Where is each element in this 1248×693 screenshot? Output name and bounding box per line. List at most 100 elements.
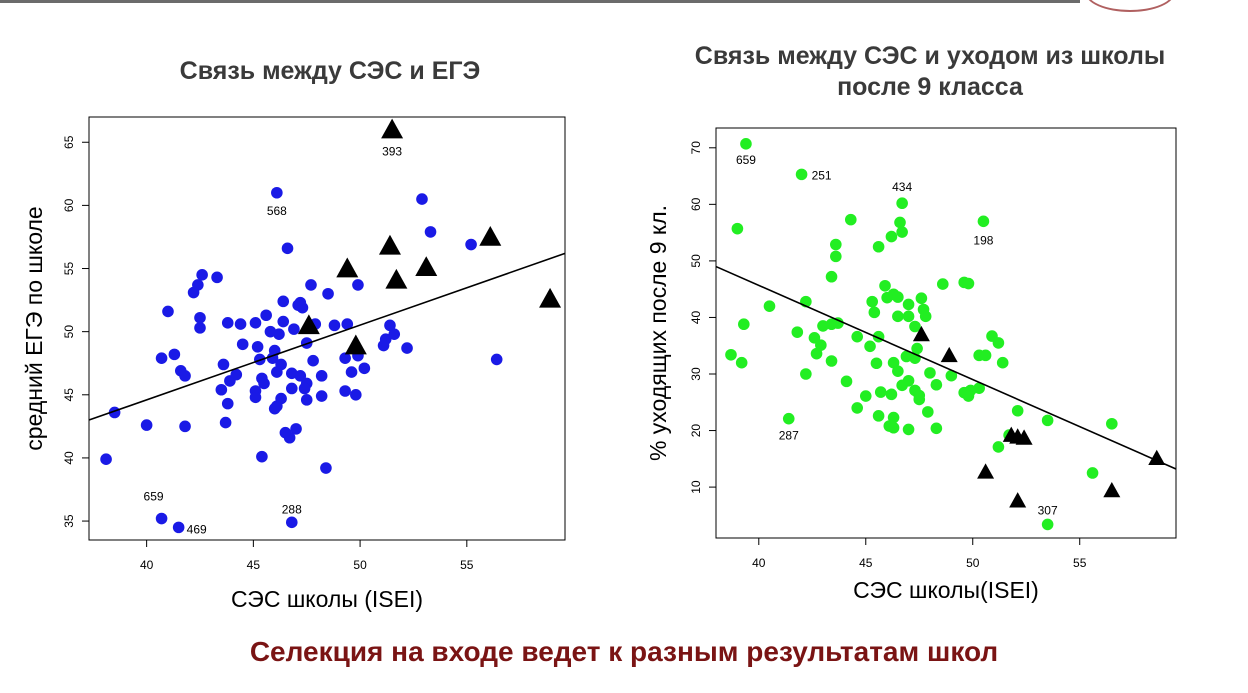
data-point (874, 386, 887, 398)
point-label: 307 (1038, 503, 1058, 517)
data-point (740, 138, 752, 150)
data-point (919, 310, 932, 323)
data-point (328, 319, 341, 332)
regression-line-right (715, 265, 1177, 470)
data-point (872, 410, 885, 422)
x-tick-label: 50 (966, 556, 980, 570)
data-point (315, 370, 328, 382)
data-point-triangle (1103, 481, 1121, 498)
data-point-triangle (297, 314, 320, 335)
data-point-triangle (381, 118, 404, 139)
chart-title-right: Связь между СЭС и уходом из школы после … (694, 42, 1166, 101)
plot-frame-left (88, 116, 566, 541)
data-point (866, 295, 878, 308)
data-point (256, 450, 268, 463)
data-point-triangle (1148, 449, 1166, 466)
data-point (358, 362, 371, 375)
data-point (782, 412, 795, 425)
data-point (731, 222, 744, 235)
data-point (1041, 518, 1054, 531)
data-point (307, 354, 319, 367)
y-tick-label: 50 (62, 325, 76, 339)
data-point (258, 377, 270, 390)
regression-line-left (88, 252, 566, 421)
data-point-triangle (385, 268, 408, 289)
data-point (194, 311, 206, 324)
data-point (885, 388, 898, 401)
data-point (840, 375, 853, 388)
data-point (196, 269, 208, 281)
data-point (885, 230, 898, 243)
data-point-triangle (539, 287, 562, 308)
data-point (179, 420, 191, 433)
data-point (930, 422, 943, 435)
y-tick-label: 65 (62, 135, 76, 149)
point-label: 659 (736, 153, 756, 167)
data-point (962, 277, 975, 290)
x-tick-label: 40 (752, 556, 766, 570)
data-point (140, 419, 153, 431)
data-point (1086, 467, 1099, 479)
data-point-triangle (940, 346, 958, 363)
data-point (851, 402, 864, 414)
data-point (800, 368, 812, 380)
data-point (795, 168, 808, 181)
point-label: 659 (144, 490, 164, 504)
data-point (902, 374, 915, 387)
data-point (962, 390, 975, 402)
data-point (945, 369, 958, 382)
data-point-triangle (415, 256, 438, 277)
data-point (911, 342, 923, 355)
x-tick-label: 55 (460, 558, 474, 572)
data-point (738, 318, 750, 331)
data-point-triangle (479, 225, 502, 246)
x-tick-label: 40 (140, 558, 154, 572)
data-point (851, 330, 864, 343)
y-tick-label: 60 (689, 197, 703, 211)
x-axis-label-left: СЭС школы (ISEI) (231, 586, 423, 612)
data-point (281, 242, 294, 255)
x-axis-label-right: СЭС школы(ISEI) (853, 577, 1039, 603)
point-label: 469 (187, 522, 207, 536)
data-point (315, 390, 328, 402)
data-point (810, 347, 823, 360)
data-point-triangle (912, 325, 930, 342)
y-tick-label: 70 (689, 141, 703, 155)
point-label: 287 (779, 429, 799, 443)
data-point (215, 383, 228, 396)
data-point (288, 323, 300, 335)
data-point (416, 193, 428, 205)
data-point (194, 322, 206, 334)
data-point (271, 186, 283, 199)
data-point (352, 279, 364, 291)
data-point (825, 355, 838, 367)
data-point (350, 388, 362, 401)
data-point-triangle (378, 234, 401, 255)
data-point (887, 421, 900, 434)
data-point (285, 382, 298, 395)
data-point (763, 300, 776, 312)
point-label: 251 (812, 168, 832, 182)
data-point (388, 328, 401, 340)
data-point-triangle (1009, 492, 1027, 508)
x-tick-label: 55 (1073, 556, 1087, 570)
data-point (221, 317, 234, 329)
data-point (155, 512, 168, 525)
data-point (892, 310, 904, 323)
data-point (424, 226, 437, 238)
x-tick-label: 45 (859, 556, 873, 570)
data-point (219, 416, 232, 429)
data-point (465, 238, 477, 251)
data-point (1011, 404, 1024, 417)
data-point (859, 390, 872, 402)
data-point (973, 382, 985, 394)
data-point (844, 213, 857, 226)
data-point (735, 356, 748, 369)
y-axis-label-left: средний ЕГЭ по школе (21, 206, 47, 450)
data-point (825, 270, 838, 283)
data-point (902, 310, 915, 323)
data-point (168, 348, 181, 361)
y-axis-label-right: % уходящих после 9 кл. (645, 205, 671, 461)
y-tick-label: 40 (62, 451, 76, 465)
